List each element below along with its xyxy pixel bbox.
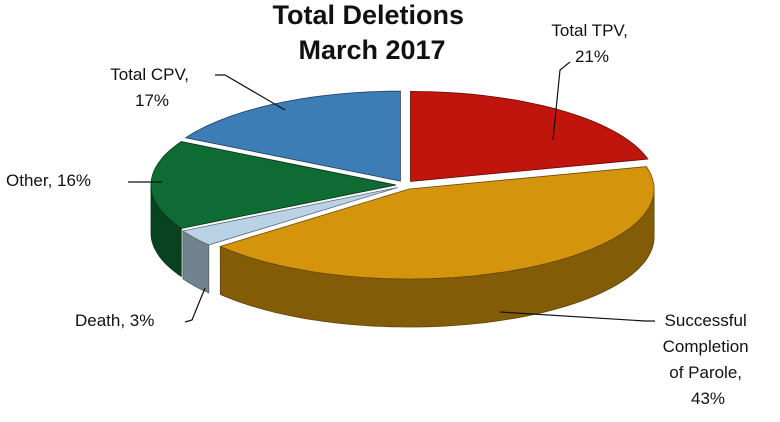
- slice: [150, 141, 397, 229]
- data-label: Successful Completion of Parole, 43%: [663, 311, 754, 408]
- leader-line: [215, 74, 286, 111]
- slice: [181, 187, 398, 246]
- pie-tops: [150, 90, 655, 280]
- data-label: Other, 16%: [6, 171, 91, 190]
- data-label: Total CPV, 17%: [110, 65, 193, 110]
- leader-line: [184, 287, 206, 323]
- leader-line: [499, 311, 655, 322]
- pie-sides: [150, 184, 655, 328]
- data-label: Death, 3%: [75, 311, 154, 330]
- leader-line: [552, 61, 571, 141]
- data-label: Total TPV, 21%: [551, 21, 632, 66]
- slice: [410, 90, 649, 182]
- slice: [219, 166, 655, 280]
- slice: [184, 90, 401, 182]
- chart-title: Total Deletions March 2017: [272, 0, 471, 65]
